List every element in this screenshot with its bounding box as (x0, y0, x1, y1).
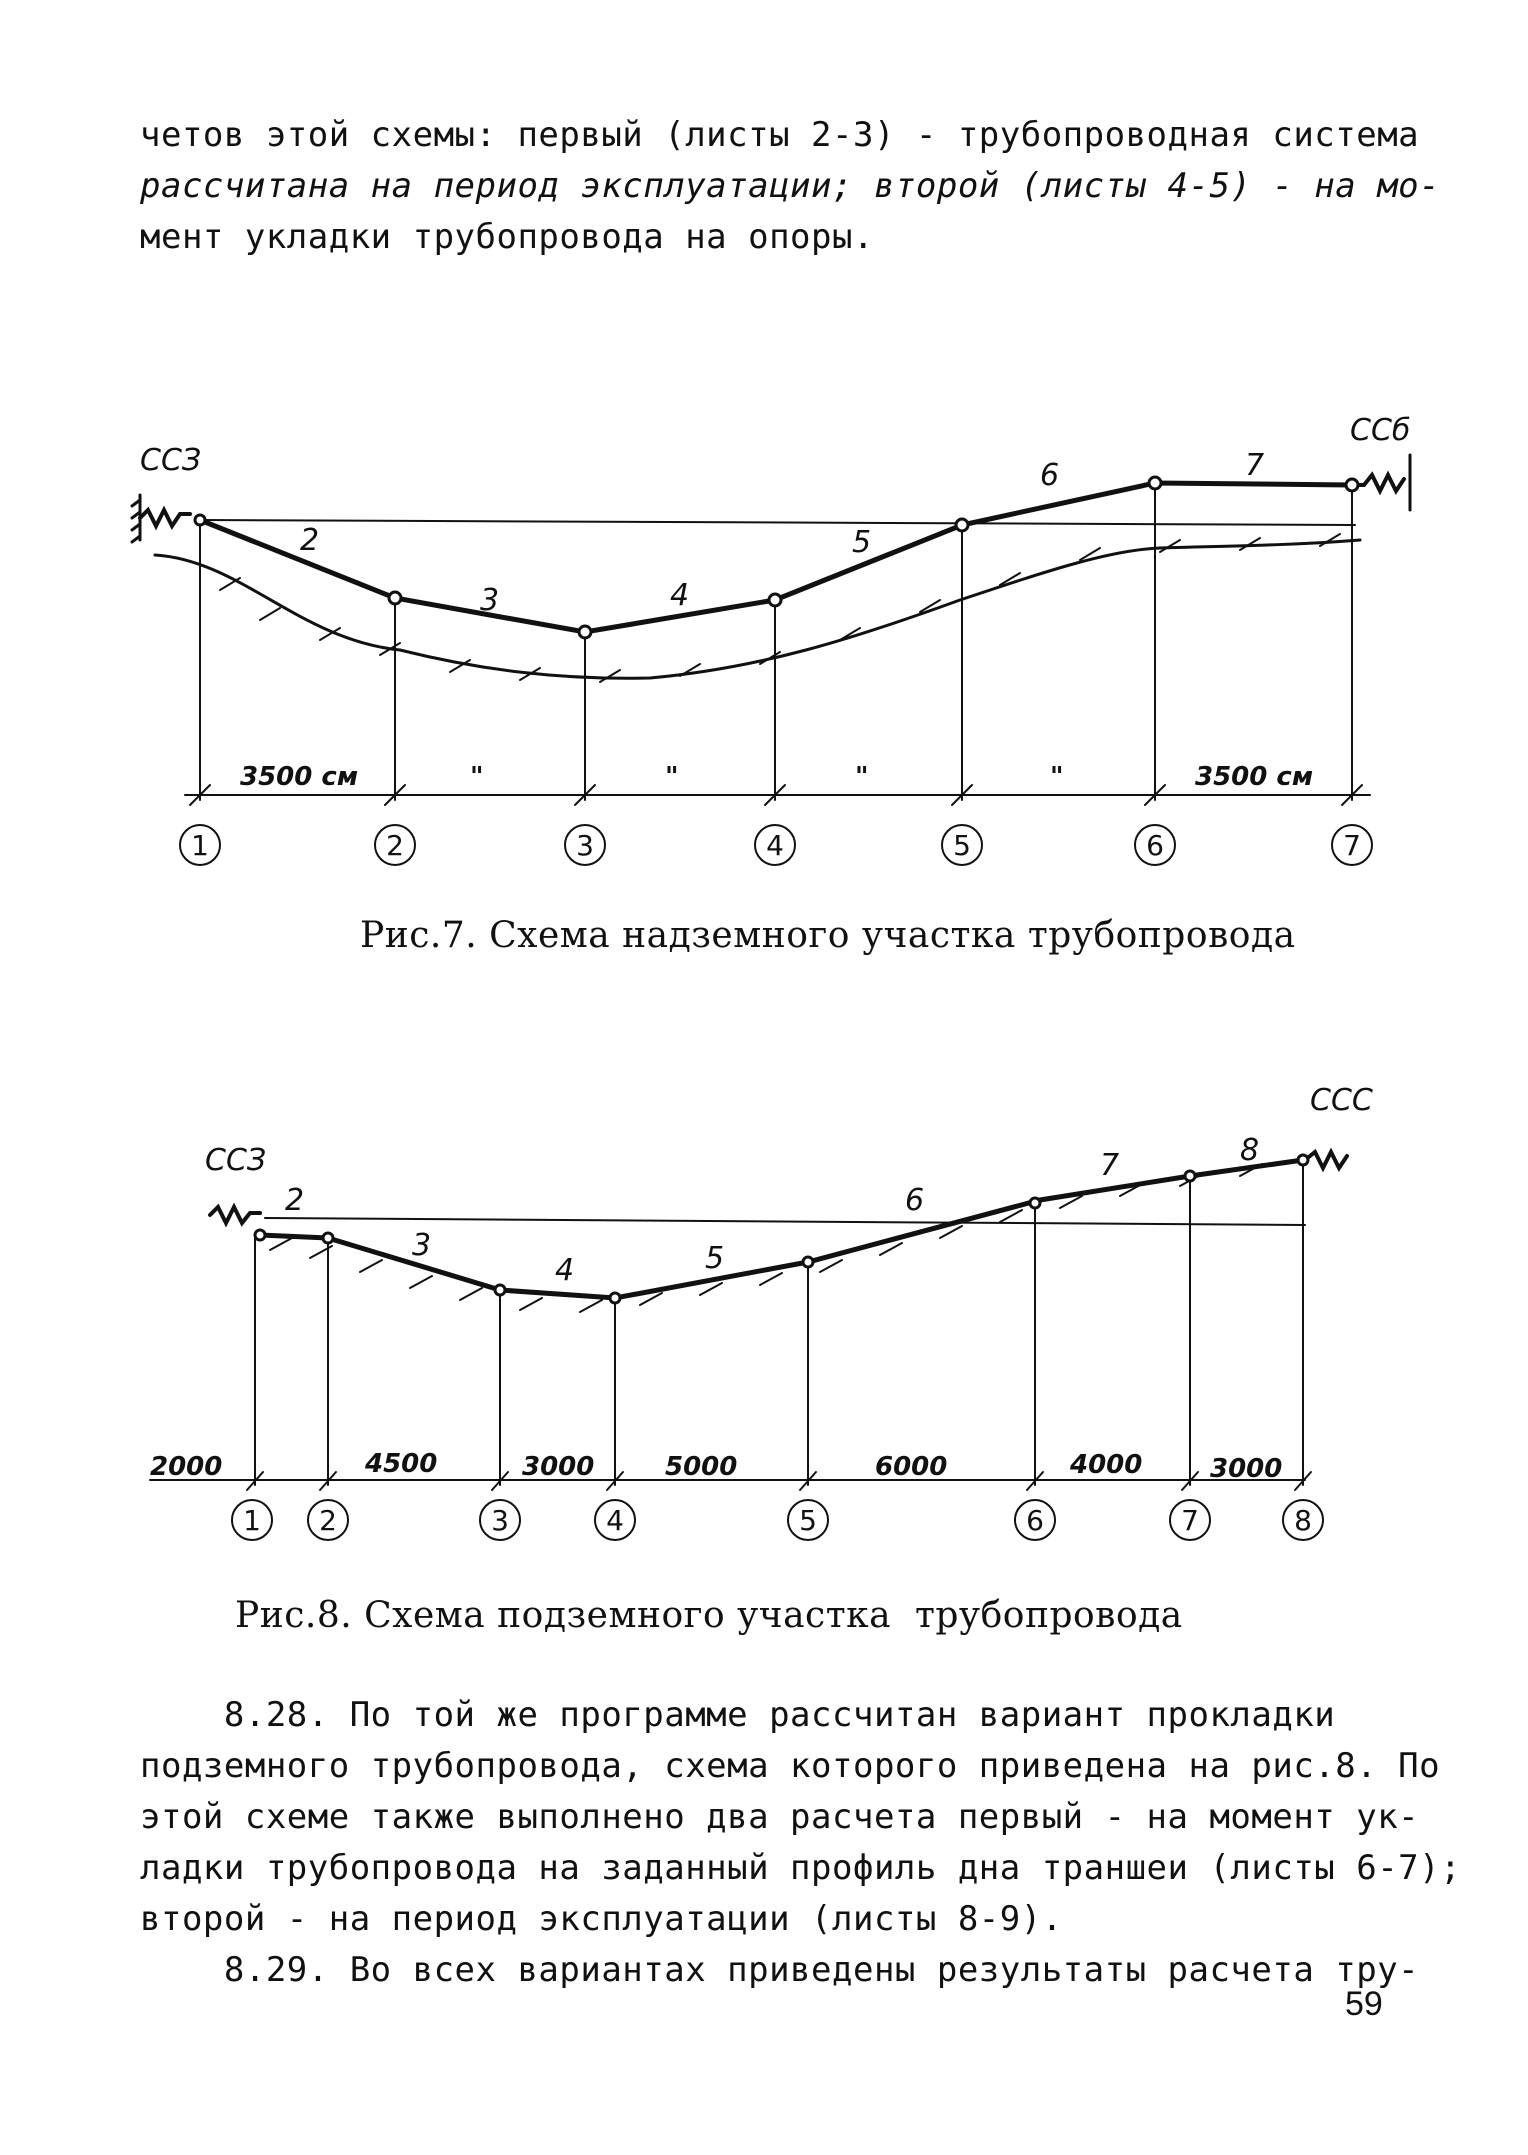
page-number: 59 (1345, 1985, 1383, 2023)
fig8-node-8: 8 (1294, 1504, 1312, 1537)
fig7-dimension-2: " (470, 762, 484, 792)
fig7-dimension-5: " (1050, 762, 1064, 792)
fig8-node-6: 6 (1026, 1504, 1044, 1537)
fig8-element-8: 8 (1240, 1133, 1259, 1168)
fig8-node-4: 4 (606, 1504, 624, 1537)
fig8-dimension-6: 4000 (1069, 1450, 1142, 1480)
fig7-dimension-6: 3500 см (1195, 762, 1313, 792)
paragraph-8-29: 8.29. Во всех вариантах приведены резуль… (140, 1945, 1420, 1996)
fig8-element-7: 7 (1100, 1148, 1119, 1183)
fig7-dimension-4: " (855, 762, 869, 792)
fig7-element-4: 4 (670, 578, 689, 613)
fig7-element-5: 5 (852, 525, 871, 560)
figure-7-diagram: ССЗ ССб 2 3 4 5 6 7 3500 см " " " " 3500… (130, 413, 1412, 866)
intro-line-2: рассчитана на период эксплуатации; второ… (140, 166, 1441, 206)
left-support-wall (130, 493, 142, 544)
fig7-node-2: 2 (386, 829, 404, 862)
fig8-node-7: 7 (1181, 1504, 1199, 1537)
left-support-spring (208, 1202, 262, 1228)
fig8-dimension-3: 3000 (522, 1452, 594, 1482)
ground-hatching (219, 533, 1341, 683)
datum-line (199, 519, 1356, 526)
fig7-dimension-1: 3500 см (240, 762, 358, 792)
fig7-left-support-label: ССЗ (140, 443, 201, 478)
pipeline (257, 1157, 1306, 1301)
para-828-line-1: 8.28. По той же программе рассчитан вари… (140, 1695, 1336, 1735)
fig7-element-6: 6 (1040, 458, 1059, 493)
intro-line-1: четов этой схемы: первый (листы 2-3) - т… (140, 115, 1420, 155)
right-support-spring (1350, 470, 1406, 496)
para-828-line-3: этой схеме также выполнено два расчета п… (140, 1797, 1420, 1837)
fig7-node-3: 3 (576, 829, 594, 862)
fig8-element-2: 2 (285, 1183, 304, 1218)
fig7-element-3: 3 (480, 583, 499, 618)
fig7-node-1: 1 (191, 829, 209, 862)
fig8-node-5: 5 (799, 1504, 817, 1537)
node-verticals (254, 1159, 1304, 1486)
fig8-dimension-7: 3000 (1210, 1454, 1282, 1484)
fig7-node-6: 6 (1146, 829, 1164, 862)
para-828-line-2: подземного трубопровода, схема которого … (140, 1746, 1441, 1786)
fig8-dimension-5: 6000 (875, 1452, 947, 1482)
fig7-element-2: 2 (300, 523, 319, 558)
para-828-line-4: ладки трубопровода на заданный профиль д… (140, 1848, 1462, 1888)
left-support-spring (138, 505, 192, 531)
fig8-right-support-label: ССС (1310, 1083, 1373, 1118)
fig8-element-6: 6 (905, 1183, 924, 1218)
dimension-ticks (246, 1471, 1312, 1491)
fig7-dimension-3: " (665, 762, 679, 792)
intro-paragraph: четов этой схемы: первый (листы 2-3) - т… (140, 110, 1441, 263)
fig8-left-support-label: ССЗ (205, 1143, 266, 1178)
fig7-node-4: 4 (766, 829, 784, 862)
para-829-line-1: 8.29. Во всех вариантах приведены резуль… (140, 1950, 1420, 1990)
figure-7-caption: Рис.7. Схема надземного участка трубопро… (360, 915, 1296, 956)
fig8-element-3: 3 (412, 1228, 431, 1263)
right-support-spring (1303, 1147, 1349, 1173)
ground-line (153, 538, 1362, 680)
fig7-node-5: 5 (953, 829, 971, 862)
fig8-node-2: 2 (319, 1504, 337, 1537)
paragraph-8-28: 8.28. По той же программе рассчитан вари… (140, 1690, 1462, 1945)
fig8-node-1: 1 (243, 1504, 261, 1537)
fig8-node-3: 3 (491, 1504, 509, 1537)
fig7-node-7: 7 (1343, 829, 1361, 862)
datum-line (264, 1217, 1306, 1226)
fig8-dimension-2: 4500 (364, 1449, 437, 1479)
figure-8-caption: Рис.8. Схема подземного участка трубопро… (235, 1595, 1183, 1636)
node-verticals (199, 482, 1353, 801)
fig8-element-4: 4 (555, 1253, 574, 1288)
fig7-right-support-label: ССб (1350, 413, 1410, 448)
para-828-line-5: второй - на период эксплуатации (листы 8… (140, 1899, 1063, 1939)
fig8-dimension-1: 2000 (150, 1452, 222, 1482)
figure-8-diagram: ССЗ ССС 2 3 4 5 6 7 8 2000 4500 3000 500… (149, 1083, 1373, 1541)
intro-line-3: мент укладки трубопровода на опоры. (140, 217, 874, 257)
dimension-ticks (189, 784, 1363, 806)
fig7-element-7: 7 (1245, 448, 1264, 483)
fig8-element-5: 5 (705, 1241, 724, 1276)
fig8-dimension-4: 5000 (665, 1452, 737, 1482)
